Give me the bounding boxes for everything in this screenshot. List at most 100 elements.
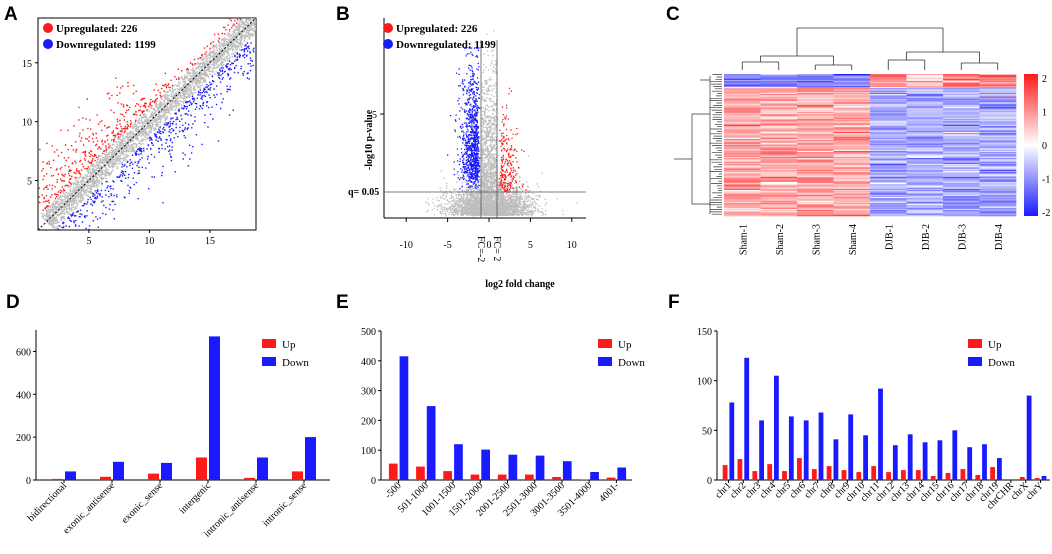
heatmap-cell — [797, 159, 834, 161]
heatmap-cell — [833, 199, 871, 201]
heatmap-cell — [833, 146, 871, 148]
heatmap-cell — [724, 111, 761, 114]
heatmap-cell — [943, 150, 980, 153]
heatmap-cell — [833, 176, 871, 179]
heatmap-cell — [760, 187, 798, 190]
heatmap-cell — [724, 139, 761, 141]
heatmap-cell — [760, 141, 798, 143]
heatmap-cell — [870, 90, 907, 93]
heatmap-cell — [797, 168, 834, 171]
heatmap-cell — [797, 212, 834, 214]
heatmap-cell — [906, 208, 944, 211]
ytick-label: 400 — [16, 390, 31, 401]
heatmap-cell — [797, 113, 834, 115]
panel-label-e: E — [336, 292, 349, 313]
heatmap-cell — [870, 178, 907, 180]
heatmap-cell — [943, 185, 980, 187]
heatmap-cell — [833, 121, 871, 123]
heatmap-cell — [979, 115, 1017, 117]
heatmap-cell — [943, 123, 980, 126]
heatmap-cell — [906, 101, 944, 103]
heatmap-cell — [833, 191, 871, 193]
heatmap-cell — [943, 81, 980, 83]
heatmap-cell — [724, 145, 761, 147]
heatmap-cell — [760, 195, 798, 198]
heatmap-cell — [724, 127, 761, 129]
heatmap-cell — [870, 156, 907, 159]
heatmap-cell — [870, 211, 907, 213]
heatmap-cell — [833, 143, 871, 146]
heatmap-cell — [870, 75, 907, 77]
heatmap-cell — [906, 108, 944, 110]
heatmap-cell — [943, 115, 980, 117]
bar-up — [196, 457, 207, 480]
heatmap-cell — [870, 174, 907, 177]
heatmap-cell — [833, 198, 871, 200]
heatmap-cell — [797, 75, 834, 77]
heatmap-cell — [724, 202, 761, 205]
heatmap-cell — [724, 136, 761, 139]
heatmap-cell — [943, 130, 980, 133]
heatmap-cell — [979, 176, 1017, 179]
legend-down-label: Downregulated: 1199 — [56, 39, 156, 51]
xtick-label: bidirectional — [26, 480, 70, 524]
heatmap-cell — [870, 143, 907, 146]
heatmap-cell — [870, 108, 907, 110]
heatmap-cell — [833, 175, 871, 178]
heatmap-cell — [833, 188, 871, 191]
heatmap-cell — [979, 193, 1017, 195]
heatmap-cell — [906, 206, 944, 209]
panel-b-q-label: q= 0.05 — [348, 187, 379, 198]
heatmap-cell — [760, 127, 798, 129]
heatmap-cell — [833, 152, 871, 154]
sample-label: DJB-3 — [957, 224, 968, 250]
heatmap-cell — [906, 98, 944, 101]
ytick-label: 600 — [16, 347, 31, 358]
xtick-label: intronic_sense — [260, 480, 309, 529]
heatmap-cell — [833, 185, 871, 187]
heatmap-cell — [833, 108, 871, 110]
heatmap-cell — [870, 89, 907, 91]
panel-c-row-dendrogram — [674, 74, 722, 215]
heatmap-cell — [943, 162, 980, 165]
heatmap-cell — [724, 121, 761, 123]
heatmap-cell — [979, 126, 1017, 128]
heatmap-cell — [833, 107, 871, 109]
heatmap-cell — [724, 110, 761, 113]
heatmap-cell — [724, 165, 761, 167]
heatmap-cell — [943, 206, 980, 209]
heatmap-cell — [833, 169, 871, 172]
heatmap-cell — [943, 158, 980, 160]
heatmap-cell — [979, 211, 1017, 213]
heatmap-cell — [979, 82, 1017, 84]
heatmap-cell — [833, 78, 871, 81]
heatmap-cell — [979, 207, 1017, 210]
heatmap-cell — [833, 137, 871, 140]
heatmap-cell — [943, 167, 980, 169]
heatmap-cell — [833, 141, 871, 143]
heatmap-cell — [724, 103, 761, 106]
panel-a-diagonal — [38, 18, 256, 230]
heatmap-cell — [870, 182, 907, 185]
heatmap-cell — [833, 77, 871, 80]
heatmap-cell — [724, 77, 761, 80]
heatmap-cell — [797, 108, 834, 110]
heatmap-cell — [906, 97, 944, 100]
heatmap-cell — [760, 102, 798, 104]
ytick-label: 200 — [16, 433, 31, 444]
heatmap-cell — [760, 180, 798, 182]
bar-up — [722, 465, 728, 480]
heatmap-cell — [943, 105, 980, 108]
heatmap-cell — [724, 101, 761, 103]
heatmap-cell — [870, 169, 907, 172]
heatmap-cell — [943, 161, 980, 164]
heatmap-cell — [943, 160, 980, 162]
heatmap-cell — [760, 128, 798, 130]
heatmap-cell — [760, 202, 798, 205]
heatmap-cell — [833, 123, 871, 126]
heatmap-cell — [870, 199, 907, 201]
heatmap-cell — [906, 162, 944, 165]
heatmap-cell — [943, 165, 980, 167]
panel-b-xtick-label: -5 — [443, 240, 451, 251]
heatmap-cell — [870, 212, 907, 214]
